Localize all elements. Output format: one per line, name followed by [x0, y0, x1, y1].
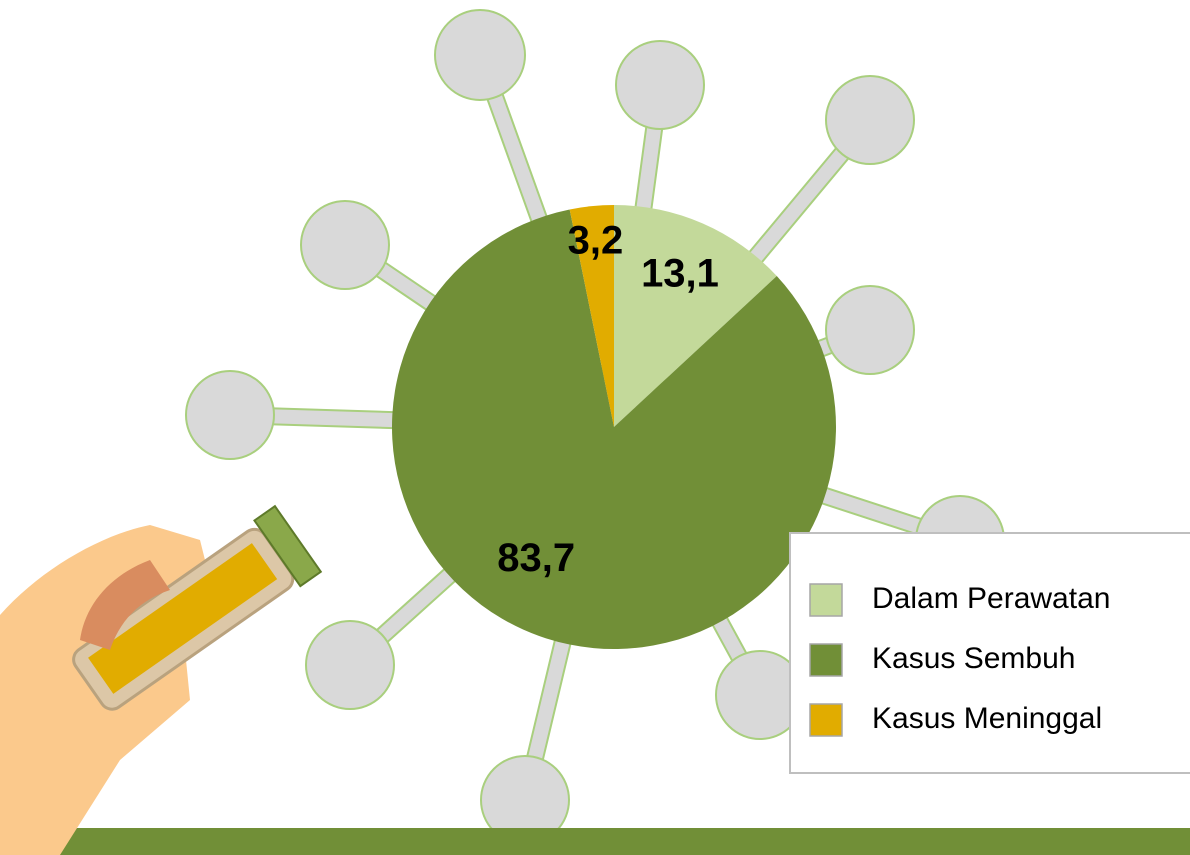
legend-swatch: [809, 643, 843, 677]
value-label: 3,2: [568, 218, 624, 262]
pie: 13,1 83,7 3,2: [392, 205, 836, 650]
value-label: 83,7: [497, 536, 575, 580]
legend-swatch: [809, 583, 843, 617]
hand-illustration: [0, 504, 323, 855]
legend-label: Kasus Meninggal: [872, 702, 1102, 735]
pie-slice: [614, 205, 777, 427]
pie-slice: [392, 209, 836, 650]
pie-slice: [569, 205, 614, 427]
legend-swatch: [809, 703, 843, 737]
footer-bar: [0, 828, 1190, 855]
legend-label: Kasus Sembuh: [872, 642, 1075, 675]
legend: Dalam Perawatan Kasus Sembuh Kasus Meningg…: [809, 582, 1110, 737]
legend-label: Dalam Perawatan: [872, 582, 1110, 615]
value-label: 13,1: [641, 251, 719, 295]
legend-box: [789, 532, 1190, 774]
